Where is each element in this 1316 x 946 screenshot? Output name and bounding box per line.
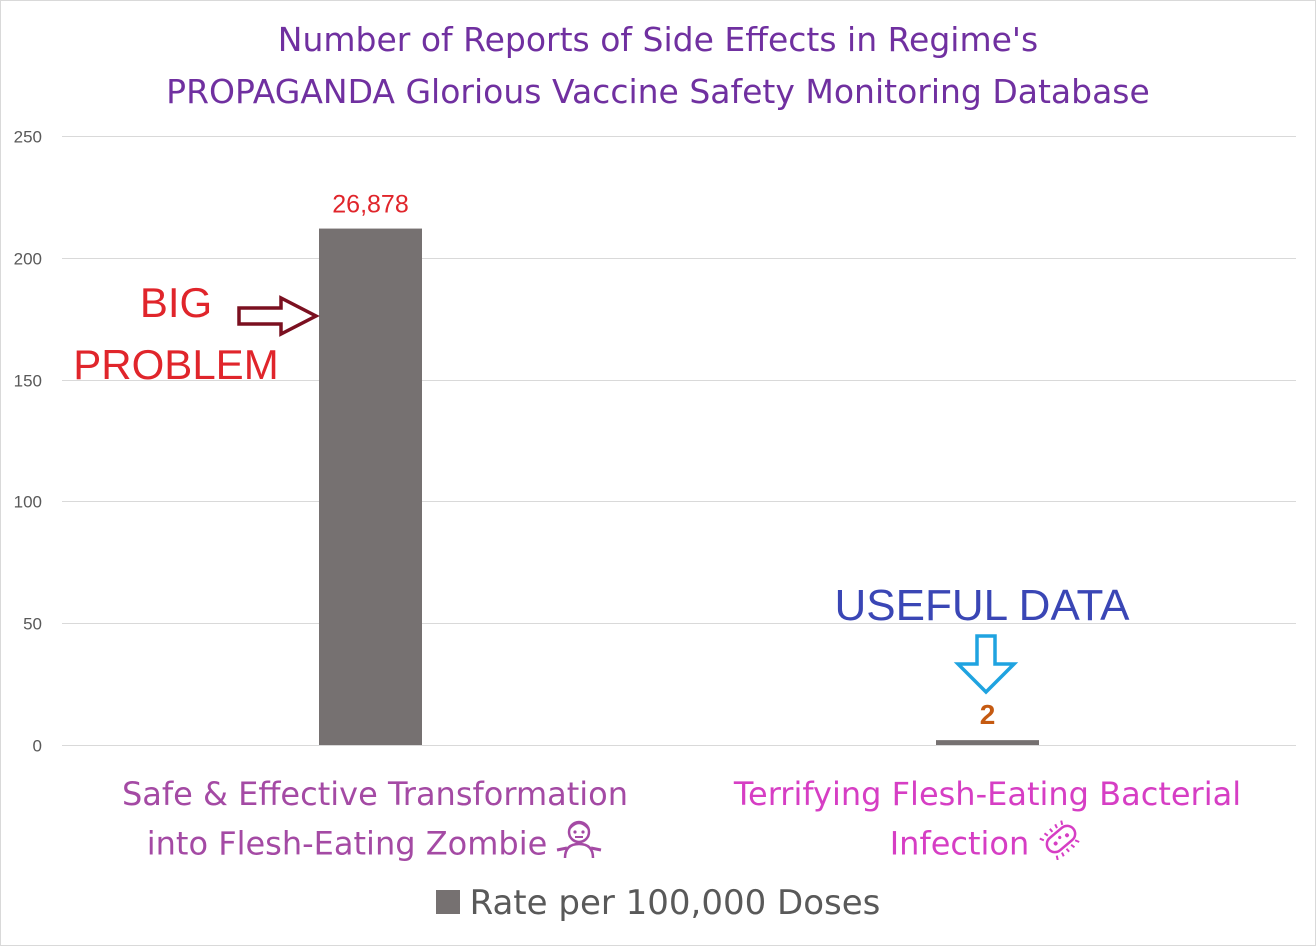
y-tick-label-250: 250 (14, 128, 42, 147)
y-tick-label-200: 200 (14, 250, 42, 269)
chart-legend: Rate per 100,000 Doses (0, 880, 1316, 926)
y-tick-label-50: 50 (23, 615, 42, 634)
category-2-line-1: Terrifying Flesh-Eating Bacterial (733, 775, 1242, 813)
category-2-line-2: Infection (700, 818, 1275, 873)
zombie-icon (555, 818, 603, 873)
y-tick-label-0: 0 (33, 737, 42, 756)
y-axis-ticks: 0 50 100 150 200 250 (14, 128, 42, 756)
down-arrow-icon (953, 634, 1019, 695)
big-problem-line-2: PROBLEM (73, 341, 279, 388)
category-2-line-2-text: Infection (889, 824, 1030, 863)
chart-title: Number of Reports of Side Effects in Reg… (0, 14, 1316, 118)
bacteria-icon (1037, 818, 1085, 873)
category-1-line-2-text: into Flesh-Eating Zombie (146, 824, 548, 863)
chart-title-line-2: PROPAGANDA Glorious Vaccine Safety Monit… (166, 72, 1150, 111)
category-1-line-1: Safe & Effective Transformation (121, 775, 629, 813)
data-labels: 26,878 2 (332, 191, 995, 731)
y-tick-label-150: 150 (14, 372, 42, 391)
useful-data-annotation: USEFUL DATA (822, 578, 1142, 634)
gridlines (62, 136, 1296, 746)
big-problem-annotation: BIG PROBLEM (60, 272, 292, 396)
y-tick-label-100: 100 (14, 493, 42, 512)
data-label-1: 26,878 (332, 191, 408, 219)
category-label-zombie: Safe & Effective Transformation into Fle… (90, 770, 660, 873)
bar-1 (319, 228, 422, 745)
data-label-2: 2 (980, 699, 996, 730)
legend-label: Rate per 100,000 Doses (469, 883, 881, 923)
category-label-bacteria: Terrifying Flesh-Eating Bacterial Infect… (700, 770, 1275, 873)
legend-swatch (435, 889, 460, 914)
right-arrow-icon (237, 295, 320, 337)
useful-data-text: USEFUL DATA (834, 581, 1130, 630)
bars (319, 228, 1039, 745)
category-1-line-2: into Flesh-Eating Zombie (90, 818, 660, 873)
bar-2 (936, 740, 1039, 745)
big-problem-line-1: BIG (139, 279, 213, 326)
chart-title-line-1: Number of Reports of Side Effects in Reg… (277, 20, 1039, 59)
